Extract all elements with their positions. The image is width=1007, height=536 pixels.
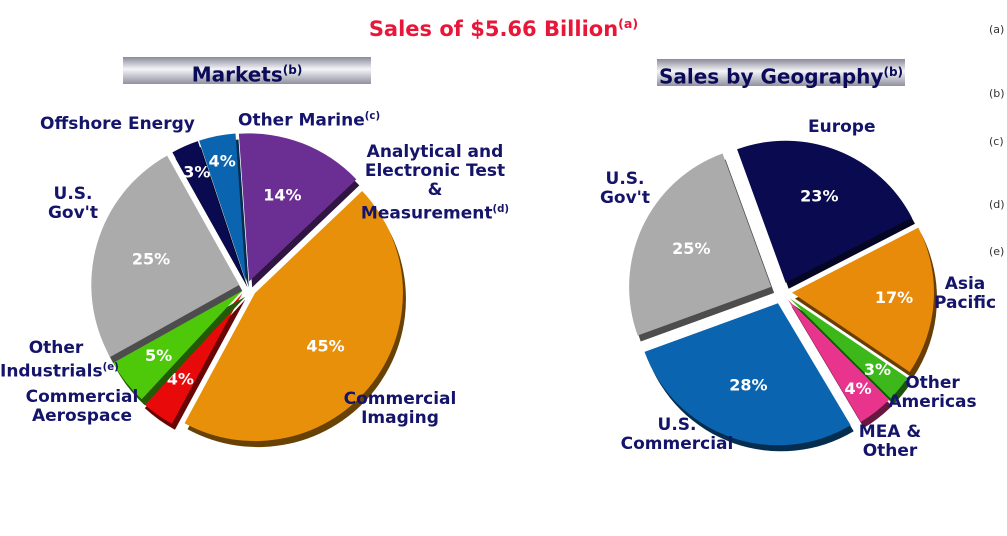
pie-slice-u-s-commercial (644, 303, 851, 446)
label-commercial-aerospace: Commercial Aerospace (25, 387, 139, 426)
footnote-c: (c) (989, 135, 1004, 148)
label-offshore-energy: Offshore Energy (40, 114, 195, 134)
pie-value-label: 25% (132, 249, 170, 268)
pie-value-label: 25% (672, 239, 710, 258)
pie-slice-other-americas (789, 298, 908, 399)
pie-value-label: 4% (845, 379, 872, 398)
pie-value-label: 14% (263, 185, 301, 204)
pie-value-label: 4% (167, 370, 194, 389)
pie-value-label: 45% (306, 337, 344, 356)
pie-value-label: 17% (875, 288, 913, 307)
page-title: Sales of $5.66 Billion(a) (368, 16, 639, 41)
label-commercial-imaging: Commercial Imaging (343, 389, 457, 428)
label-europe: Europe (808, 117, 876, 137)
geography-chart-title: Sales by Geography(b) (657, 59, 905, 89)
pie-slice-mea-other (788, 299, 889, 422)
pie-value-label: 4% (209, 152, 236, 171)
pie-slice-u-s-gov-t (629, 153, 772, 336)
footnote-e: (e) (989, 245, 1005, 258)
label-analytical: Analytical and Electronic Test & Measure… (360, 142, 510, 224)
pie-slice-commercial-imaging (184, 191, 403, 442)
pie-value-label: 3% (183, 163, 210, 182)
label-other-industrials: Other Industrials(e) (0, 338, 119, 382)
pie-value-label: 23% (800, 186, 838, 205)
footnote-d: (d) (989, 198, 1005, 211)
footnote-b: (b) (989, 87, 1005, 100)
markets-chart-title: Markets(b) (123, 57, 371, 87)
pie-slice-u-s-gov-t (91, 155, 240, 358)
pie-slice-europe (737, 140, 912, 283)
pie-slice-asia-pacific (791, 227, 934, 372)
pie-value-label: 28% (729, 376, 767, 395)
label-other-americas: Other Americas (888, 373, 977, 412)
label-mea-other: MEA & Other (858, 422, 922, 461)
label-asia-pacific: Asia Pacific (933, 274, 997, 313)
pie-value-label: 5% (145, 346, 172, 365)
label-other-marine: Other Marine(c) (238, 110, 381, 131)
label-us-govt-geography: U.S. Gov't (599, 169, 651, 208)
pie-value-label: 3% (864, 360, 891, 379)
pie-slice-other-industrials (113, 290, 243, 400)
footnote-a: (a) (989, 23, 1005, 36)
label-us-commercial: U.S. Commercial (620, 415, 734, 454)
pie-slice-other-marine (199, 133, 246, 282)
pie-slice-analytical-and-electronic-test-measurement (238, 133, 357, 282)
pie-slice-offshore-energy (172, 141, 245, 282)
label-us-govt-markets: U.S. Gov't (47, 184, 99, 223)
